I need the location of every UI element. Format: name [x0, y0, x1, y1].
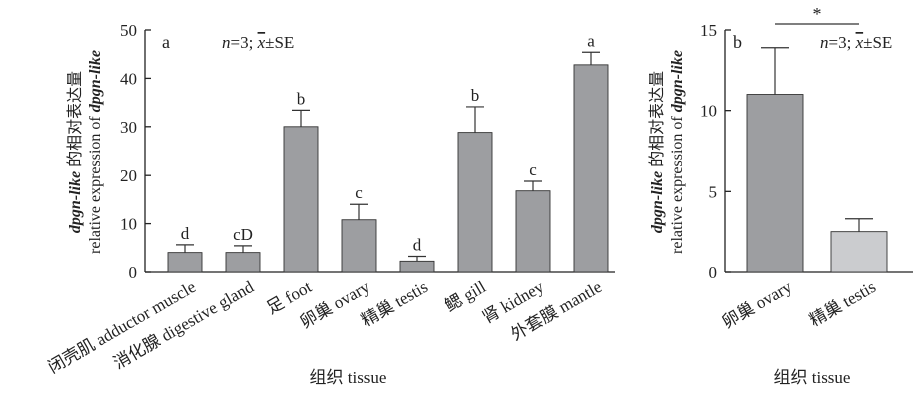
panel-b-label: b: [733, 32, 742, 52]
panel-a-ytick-label: 10: [120, 215, 137, 234]
panel-a-xlabel: 组织 tissue: [310, 368, 387, 387]
panel-a-significance-label: b: [297, 89, 306, 108]
panel-a-label: a: [162, 32, 170, 52]
panel-b-bar: [830, 231, 888, 273]
panel-b-category-label: 精巢 testis: [806, 277, 879, 330]
panel-a-ytick-label: 50: [120, 21, 137, 40]
panel-a-ytick-label: 20: [120, 166, 137, 185]
panel-b-ytick-label: 15: [700, 21, 717, 40]
panel-b-ytick-label: 5: [709, 182, 718, 201]
panel-b-category-label: 卵巢 ovary: [719, 277, 796, 332]
panel-b-ylabel-line1: dpgn-like 的相对表达量: [648, 71, 666, 233]
panel-a-bar: [573, 64, 609, 273]
panel-a-significance-label: b: [471, 86, 480, 105]
panel-a-significance-label: c: [355, 183, 363, 202]
panel-a-bar: [399, 260, 435, 273]
panel-a-significance-label: d: [413, 236, 422, 255]
panel-a: dpgn-like 的相对表达量 relative expression of …: [45, 21, 615, 387]
panel-b-significance-star: *: [813, 4, 822, 24]
panel-a-bar: [225, 252, 261, 273]
panel-a-significance-label: cD: [233, 225, 253, 244]
panel-b-ytick-label: 10: [700, 102, 717, 121]
panel-a-bar: [457, 132, 493, 273]
panel-a-significance-label: d: [181, 224, 190, 243]
panel-b-ylabel-line2: relative expression of dpgn-like: [669, 50, 686, 254]
panel-a-ytick-label: 40: [120, 69, 137, 88]
panel-b-ytick-label: 0: [709, 263, 718, 282]
panel-b: dpgn-like 的相对表达量 relative expression of …: [648, 4, 913, 387]
panel-a-category-label: 精巢 testis: [358, 277, 431, 330]
panel-a-ylabel-line1: dpgn-like 的相对表达量: [66, 71, 84, 233]
panel-a-significance-label: c: [529, 160, 537, 179]
panel-a-bar: [515, 190, 551, 273]
panel-a-bar: [283, 126, 319, 273]
panel-a-bar: [167, 252, 203, 273]
panel-a-ylabel-line2: relative expression of dpgn-like: [87, 50, 104, 254]
panel-a-annotation: n=3; x±SE: [222, 33, 294, 52]
panel-a-bar: [341, 219, 377, 273]
panel-b-bar: [746, 94, 804, 273]
panel-a-ytick-label: 0: [129, 263, 138, 282]
panel-a-significance-label: a: [587, 31, 595, 50]
panel-a-ytick-label: 30: [120, 118, 137, 137]
panel-b-annotation: n=3; x±SE: [820, 33, 892, 52]
panel-b-xlabel: 组织 tissue: [774, 368, 851, 387]
